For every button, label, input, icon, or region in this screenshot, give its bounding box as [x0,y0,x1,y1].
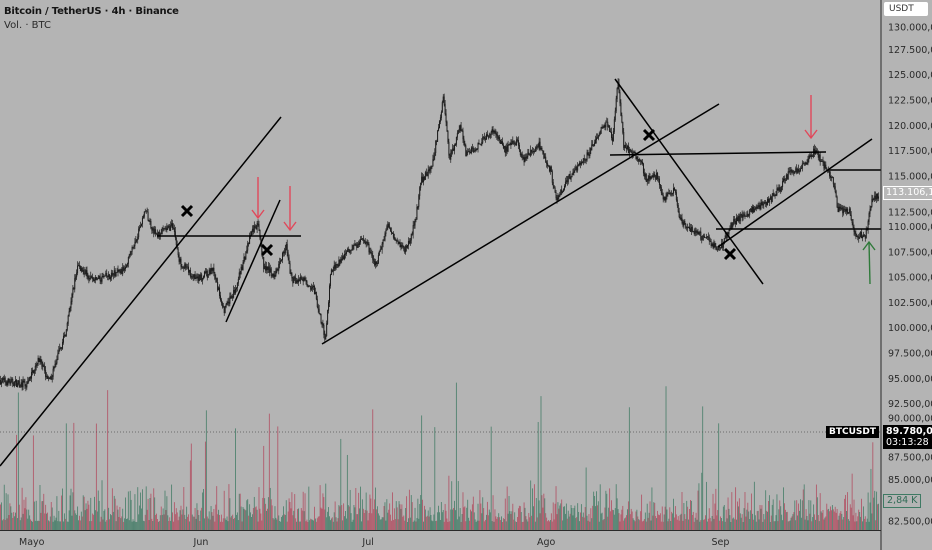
trendline[interactable] [717,138,873,248]
down-arrow-icon[interactable] [251,177,265,220]
price-tick-label: 87.500,00 [888,453,932,464]
arrows [251,95,876,285]
time-tick-label: Jul [361,537,373,548]
price-tick-label: 92.500,00 [888,399,932,410]
price-tick-label: 117.500,00 [888,146,932,157]
trendline[interactable] [225,199,281,323]
bar-countdown: 03:13:28 [886,437,929,448]
x-mark-icon[interactable] [723,247,737,261]
time-axis[interactable]: Mayo Jun Jul Ago Sep [19,537,729,548]
price-tick-label: 115.000,00 [888,171,932,182]
down-arrow-icon[interactable] [283,186,297,232]
trendline[interactable] [0,116,282,467]
volume-layer [0,382,879,530]
price-tick-label: 82.500,00 [888,516,932,527]
x-mark-icon[interactable] [642,128,656,142]
x-mark-icon[interactable] [260,243,274,257]
price-tick-label: 107.500,00 [888,247,932,258]
candles-layer [0,78,879,392]
price-tick-label: 127.500,00 [888,45,932,56]
price-axis[interactable]: 130.000,00 127.500,00 125.000,00 122.500,00… [888,23,932,528]
horizontal-line[interactable] [609,151,827,156]
price-tick-label: 95.000,00 [888,374,932,385]
price-tick-label: 97.500,00 [888,349,932,360]
price-tick-label: 102.500,00 [888,298,932,309]
price-tick-label: 110.000,00 [888,222,932,233]
time-tick-label: Mayo [19,537,45,548]
price-tick-label: 122.500,00 [888,96,932,107]
time-tick-label: Jun [193,537,209,548]
volume-indicator-label[interactable]: Vol. · BTC [4,20,52,31]
drawings [0,78,881,467]
price-tick-label: 120.000,00 [888,121,932,132]
x-marks [180,128,737,261]
volume-value-tag: 2,84 K [883,494,922,508]
price-tick-label: 100.000,00 [888,323,932,334]
price-tick-label: 130.000,00 [888,23,932,34]
crosshair-price: 89.780,01 [886,426,932,437]
trendline[interactable] [614,78,764,285]
price-tick-label: 105.000,00 [888,273,932,284]
crosshair-price-tag: 89.780,01 03:13:28 [883,425,932,449]
crosshair-symbol-tag: BTCUSDT [826,426,880,438]
currency-button[interactable]: USDT [884,2,928,16]
price-tick-label: 125.000,00 [888,70,932,81]
price-tick-label: 90.000,00 [888,413,932,424]
last-price-tag: 113.106,16 [883,186,932,200]
down-arrow-icon[interactable] [804,95,818,140]
chart-title: Bitcoin / TetherUS · 4h · Binance [4,6,179,17]
time-tick-label: Sep [711,537,729,548]
price-tick-label: 85.000,00 [888,475,932,486]
price-tick-label: 112.500,00 [888,208,932,219]
time-tick-label: Ago [537,537,556,548]
up-arrow-icon[interactable] [862,240,876,285]
x-mark-icon[interactable] [180,204,194,218]
trendline[interactable] [321,103,720,345]
